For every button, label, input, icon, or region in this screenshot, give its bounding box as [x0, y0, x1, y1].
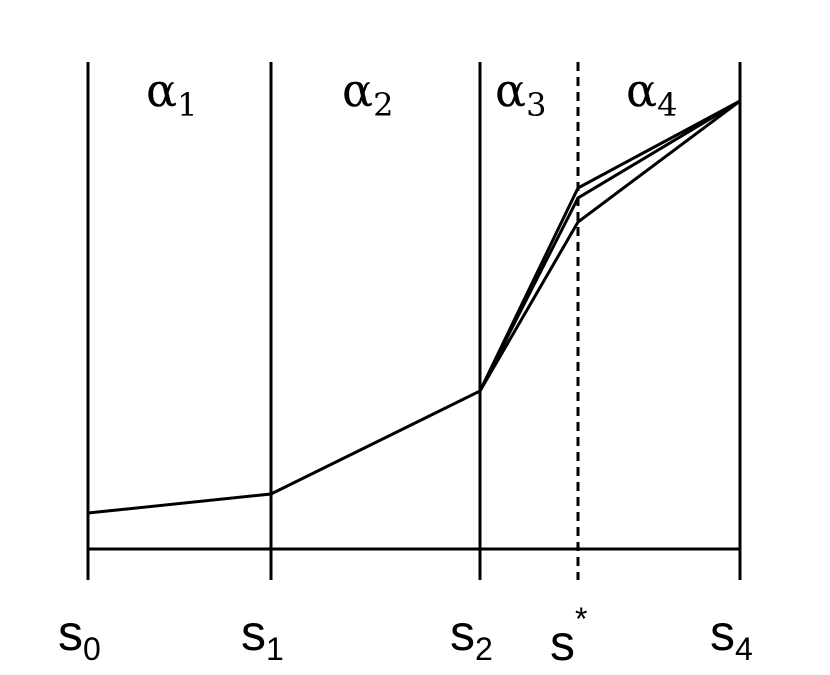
curve: [478, 99, 741, 392]
axis-label: s*: [550, 601, 587, 671]
symbol: s: [58, 605, 83, 661]
subscript: 4: [657, 86, 677, 124]
subscript: 2: [475, 631, 493, 667]
region-label: α1: [146, 63, 197, 124]
subscript: 1: [266, 631, 284, 667]
subscript: 0: [83, 631, 101, 667]
superscript: *: [575, 601, 587, 637]
symbol: s: [450, 605, 475, 661]
axis-label: s1: [241, 605, 284, 667]
region-label: α2: [342, 63, 393, 124]
symbol: α: [495, 63, 526, 117]
axis-label: s2: [450, 605, 493, 667]
symbol: α: [146, 63, 177, 117]
curve: [87, 99, 741, 515]
subscript: 2: [373, 86, 393, 124]
curve: [478, 99, 741, 392]
region-label: α4: [626, 63, 677, 124]
symbol: α: [342, 63, 373, 117]
symbol: s: [710, 605, 735, 661]
subscript: 1: [177, 86, 197, 124]
axis-label: s0: [58, 605, 101, 667]
axis-label: s4: [710, 605, 753, 667]
symbol: s: [241, 605, 266, 661]
subscript: 3: [526, 86, 546, 124]
region-label: α3: [495, 63, 546, 124]
subscript: 4: [735, 631, 753, 667]
symbol: s: [550, 615, 575, 671]
symbol: α: [626, 63, 657, 117]
